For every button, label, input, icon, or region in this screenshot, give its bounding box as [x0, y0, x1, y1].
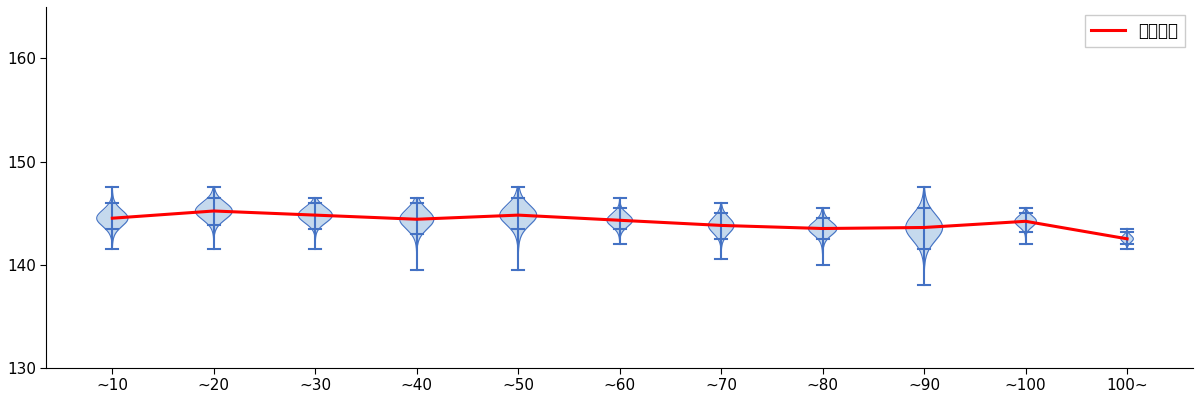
球速平均	[1120, 236, 1134, 241]
球速平均	[816, 226, 830, 231]
Legend: 球速平均: 球速平均	[1085, 15, 1184, 47]
球速平均	[206, 208, 221, 213]
球速平均	[308, 213, 323, 218]
Line: 球速平均: 球速平均	[113, 211, 1127, 239]
球速平均	[1019, 219, 1033, 224]
球速平均	[106, 216, 120, 221]
球速平均	[714, 223, 728, 228]
球速平均	[409, 217, 424, 222]
球速平均	[511, 213, 526, 218]
球速平均	[917, 225, 931, 230]
球速平均	[612, 218, 626, 223]
